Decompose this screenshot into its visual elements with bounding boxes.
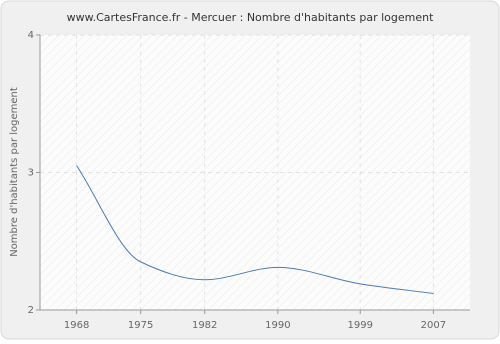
y-tick-label: 4 xyxy=(28,30,34,41)
x-tick-label: 2007 xyxy=(421,320,446,331)
x-tick-label: 1975 xyxy=(128,320,153,331)
x-tick-label: 1968 xyxy=(64,320,89,331)
x-tick-label: 1990 xyxy=(265,320,290,331)
plot-area xyxy=(40,35,470,310)
data-line xyxy=(76,165,434,294)
y-axis-label: Nombre d'habitants par logement xyxy=(9,87,20,257)
x-tick-label: 1982 xyxy=(192,320,217,331)
x-tick-label: 1999 xyxy=(347,320,372,331)
chart-title: www.CartesFrance.fr - Mercuer : Nombre d… xyxy=(67,11,434,24)
y-tick-label: 3 xyxy=(28,168,34,179)
y-tick-label: 2 xyxy=(28,305,34,316)
